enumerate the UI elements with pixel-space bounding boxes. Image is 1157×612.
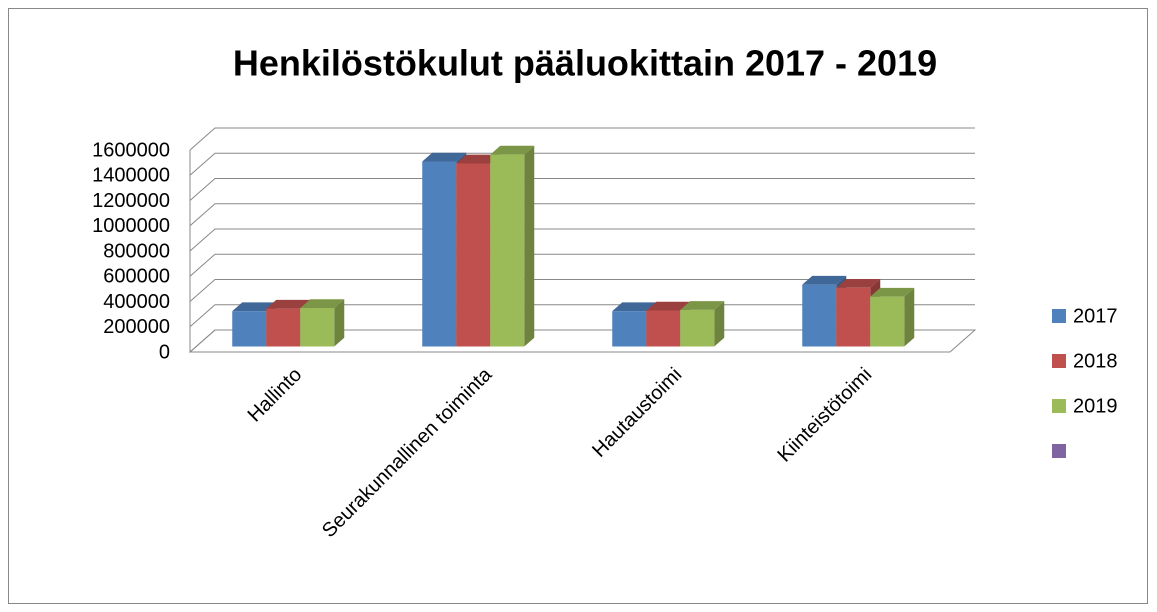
chart-border <box>8 8 1148 604</box>
y-tick-label: 0 <box>159 341 170 363</box>
bar-side <box>524 145 535 347</box>
bar-front <box>266 308 301 347</box>
y-tick-label: 800000 <box>103 240 170 262</box>
bar <box>490 145 535 347</box>
legend-swatch <box>1052 354 1066 368</box>
bar-front <box>646 310 681 347</box>
y-tick-label: 200000 <box>103 316 170 338</box>
grid-line <box>189 279 975 302</box>
bar-top <box>232 302 277 312</box>
grid-line <box>189 203 975 227</box>
bar-top <box>836 278 881 288</box>
y-tick-label: 1400000 <box>92 165 170 187</box>
bar-side <box>334 299 345 347</box>
bar-front <box>680 309 715 347</box>
bar-top <box>422 152 467 162</box>
bar <box>680 301 725 347</box>
grid-line <box>189 127 975 151</box>
bar-top <box>680 301 725 310</box>
bar-front <box>490 154 525 347</box>
grid-line <box>189 253 975 277</box>
bar-front <box>836 287 871 347</box>
bar-front <box>422 161 457 347</box>
legend-label: 2017 <box>1073 305 1118 327</box>
bar-top <box>300 299 345 308</box>
bar-top <box>802 275 847 285</box>
y-tick-label: 400000 <box>103 291 170 313</box>
y-tick-label: 1000000 <box>92 215 170 237</box>
bar-front <box>300 307 335 347</box>
grid-line <box>189 228 975 252</box>
legend-swatch <box>1052 444 1066 458</box>
bar-top <box>456 154 501 164</box>
legend-swatch <box>1052 399 1066 413</box>
y-tick-label: 600000 <box>103 266 170 288</box>
grid-line <box>189 152 975 176</box>
bar <box>870 287 915 347</box>
bar-top <box>646 301 691 311</box>
bar-front <box>870 296 905 347</box>
bar-front <box>802 284 837 347</box>
bar-front <box>232 311 267 347</box>
bar-top <box>612 302 657 312</box>
legend-label: 2019 <box>1073 395 1118 417</box>
y-tick-label: 1600000 <box>92 139 170 161</box>
bar-top <box>266 299 311 309</box>
grid-line <box>189 178 975 201</box>
bar-top <box>870 287 915 297</box>
bar-side <box>714 301 725 347</box>
legend-swatch <box>1052 309 1066 323</box>
bar-front <box>612 311 647 347</box>
bar <box>300 299 345 347</box>
legend-label: 2018 <box>1073 350 1118 372</box>
bar-front <box>456 163 491 347</box>
chart-title: Henkilöstökulut pääluokittain 2017 - 201… <box>233 43 937 84</box>
bar-top <box>490 145 535 155</box>
y-tick-label: 1200000 <box>92 190 170 212</box>
bar-side <box>904 287 915 347</box>
